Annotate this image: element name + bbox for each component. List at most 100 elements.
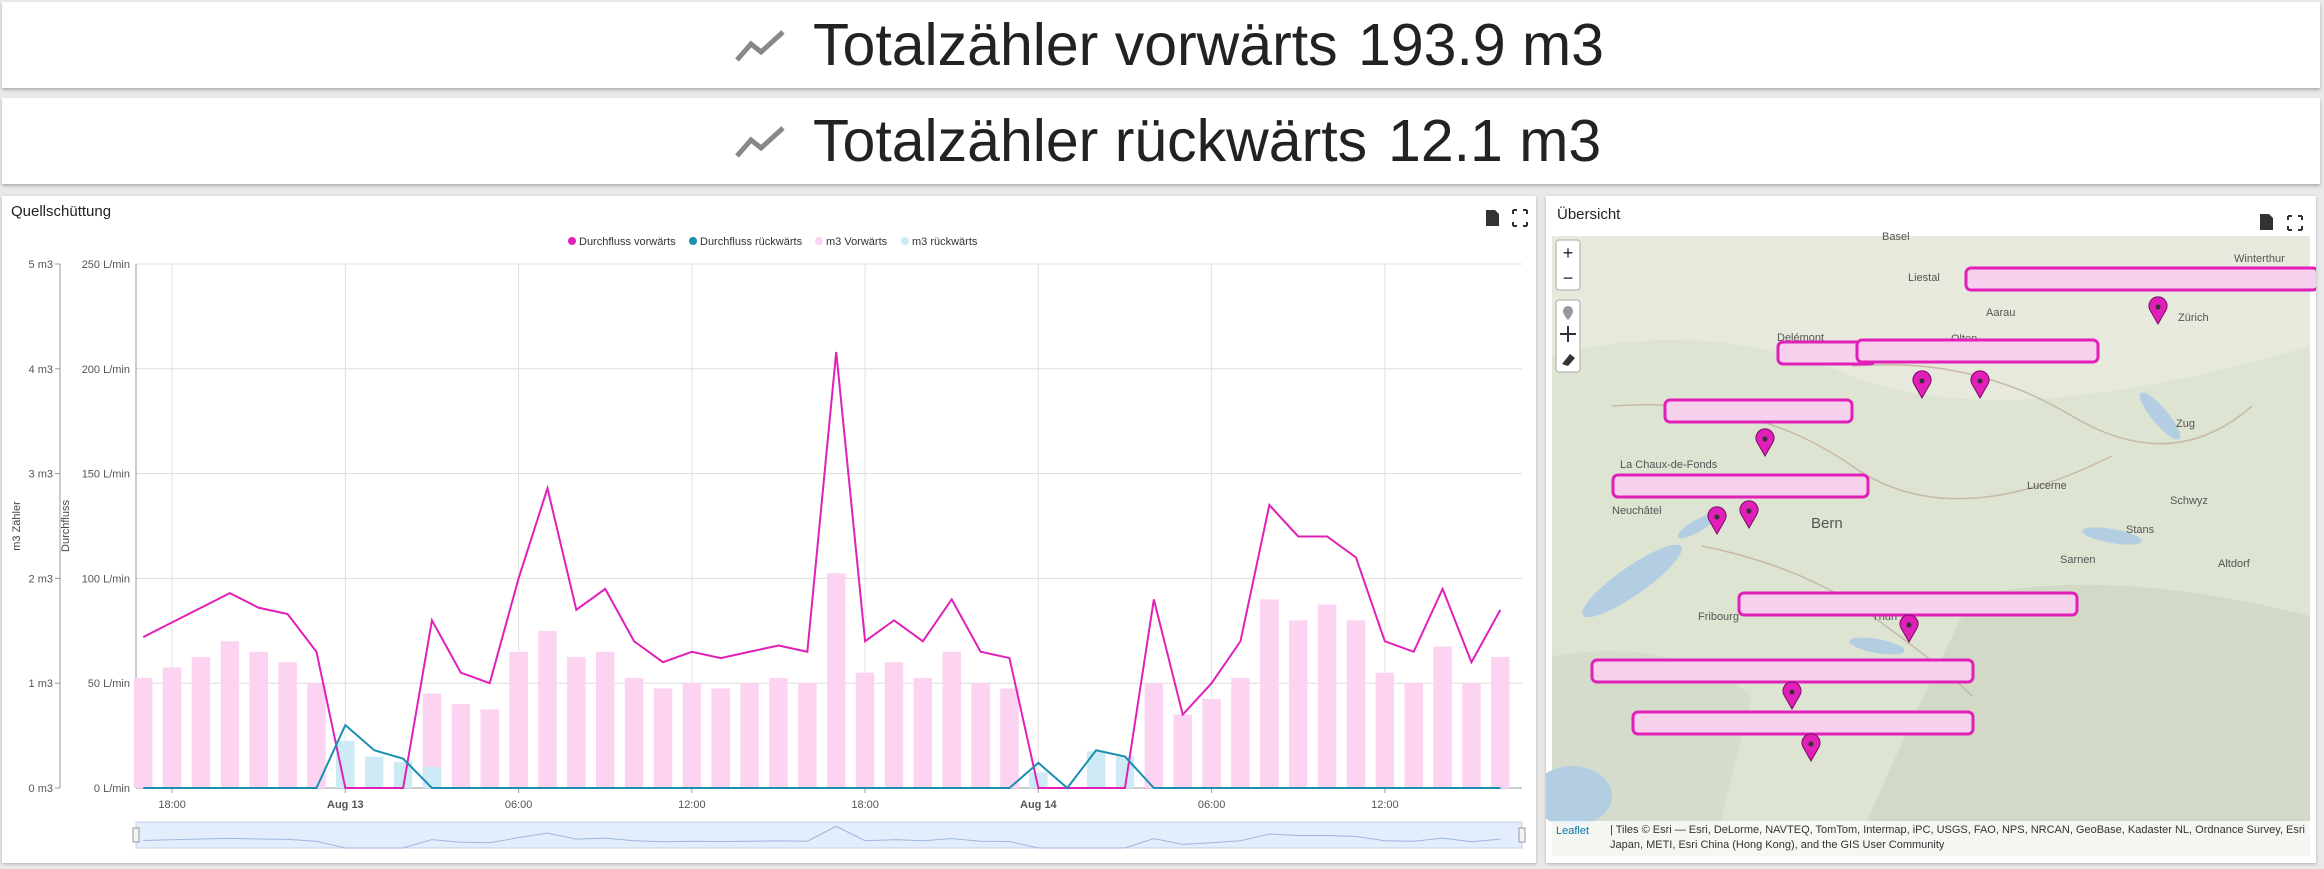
attribution-wrap: | Tiles © Esri — Esri, DeLorme, NAVTEQ, … [1610,824,2305,851]
bar [364,756,384,788]
y2-tick-label: 2 m3 [29,573,53,585]
bar [1029,772,1048,788]
map-marker[interactable] [1899,614,1919,644]
chart-panel: Quellschüttung m3 Zähler Durchfluss 0 L/… [2,196,1536,863]
place-label: Fribourg [1698,611,1739,623]
bar [1231,677,1250,788]
blurred-label [1663,398,1854,424]
bar [682,683,702,788]
y-tick-label: 250 L/min [82,259,130,271]
map-marker[interactable] [1782,681,1802,711]
navigator-handle[interactable] [132,827,140,843]
move-tool[interactable] [1560,326,1576,342]
bar [307,683,326,788]
trend-icon [735,30,785,62]
x-tick-label: 06:00 [505,799,533,811]
bar [249,651,268,788]
legend-marker [568,237,576,245]
place-label: Sarnen [2060,554,2095,566]
stat-label: Totalzähler vorwärts [813,12,1338,78]
place-label: Aarau [1986,307,2015,319]
bar [1202,698,1221,788]
bar [422,693,442,788]
map-marker[interactable] [1801,733,1821,763]
place-label: Zürich [2178,312,2209,324]
bar [567,657,586,788]
bar [942,651,961,788]
bar [884,662,904,788]
map-marker-dot [1977,378,1983,384]
y2-tick-label: 3 m3 [29,469,53,481]
bar [1260,599,1279,788]
y2-tick-label: 4 m3 [29,364,53,376]
map-panel: Übersicht + − Basel Liestal Aar [1546,196,2316,863]
bar [1404,683,1423,788]
navigator[interactable] [135,821,1523,849]
navigator-handle[interactable] [1518,827,1526,843]
leaflet-link[interactable]: Leaflet [1556,825,1589,837]
y2-tick-label: 0 m3 [29,783,53,795]
place-label: Bern [1811,515,1843,532]
bar [1173,714,1192,788]
line [142,351,1502,789]
y-tick-label: 100 L/min [82,573,130,585]
map-marker-dot [1919,378,1925,384]
legend-label[interactable]: m3 Vorwärts [826,236,888,248]
bar [1375,672,1395,788]
trend-icon [735,126,785,158]
y-axis-title: Durchfluss [60,500,72,552]
bar [1346,620,1366,788]
legend-label[interactable]: m3 rückwärts [912,236,978,248]
bar [162,667,182,788]
attribution-bg [1552,821,2310,856]
erase-tool[interactable] [1562,354,1575,366]
place-label: Schwyz [2170,495,2208,507]
legend-label[interactable]: Durchfluss vorwärts [579,236,676,248]
bar [624,677,644,788]
y2-tick-label: 5 m3 [29,259,53,271]
map-marker-dot [1808,741,1814,747]
fullscreen-icon[interactable] [2287,215,2303,231]
fullscreen-icon[interactable] [1512,209,1528,227]
legend-label[interactable]: Durchfluss rückwärts [700,236,803,248]
bar [538,630,557,788]
bar [1317,604,1337,788]
map-marker[interactable] [1912,370,1932,400]
marker-tool[interactable] [1563,306,1573,320]
map-marker[interactable] [1755,428,1775,458]
legend-marker [901,237,909,245]
y2-tick-label: 1 m3 [29,678,53,690]
place-label: Basel [1882,231,1910,243]
blurred-label [1964,266,2316,292]
bar [653,688,673,788]
zoom-in[interactable]: + [1563,243,1574,263]
bar [1288,620,1308,788]
export-icon[interactable] [2260,214,2273,230]
bar [1144,683,1164,788]
place-label: La Chaux-de-Fonds [1620,459,1718,471]
bar [278,662,297,788]
bar [220,641,240,788]
export-icon[interactable] [1486,210,1499,226]
map-marker[interactable] [2148,296,2168,326]
map-marker[interactable] [1739,500,1759,530]
blurred-label [1590,658,1975,684]
y-tick-label: 0 L/min [94,783,130,795]
bar [1086,751,1106,788]
navigator-line [143,825,1501,849]
map-marker[interactable] [1707,506,1727,536]
bar [336,740,355,788]
place-label: Zug [2176,418,2195,430]
bar [971,683,990,788]
map-marker[interactable] [1970,370,1990,400]
blurred-label [1855,338,2100,364]
x-tick-label: 18:00 [851,799,879,811]
bar [422,767,442,788]
bar [769,677,788,788]
zoom-out[interactable]: − [1563,268,1574,288]
bar [740,683,759,788]
y-tick-label: 150 L/min [82,469,130,481]
x-tick-label: Aug 13 [327,799,364,811]
x-tick-label: 12:00 [678,799,706,811]
